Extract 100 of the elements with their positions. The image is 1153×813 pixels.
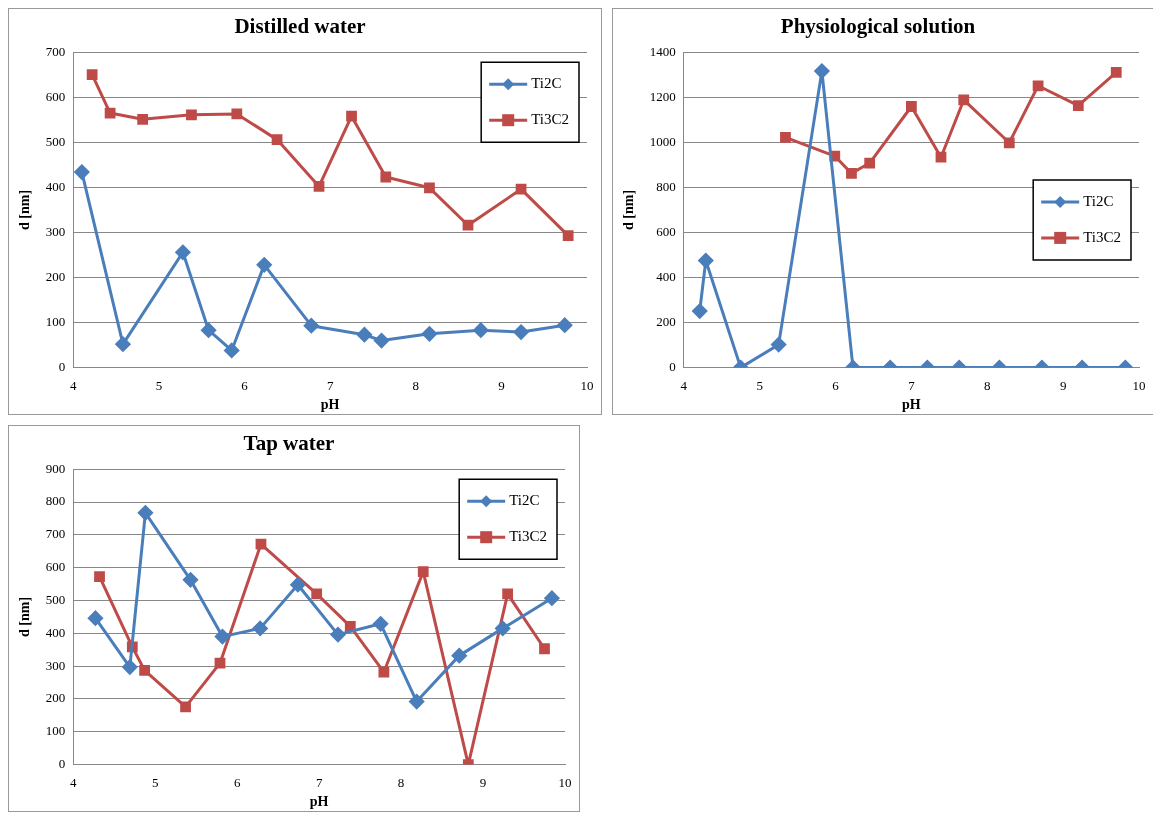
point (139, 665, 150, 676)
y-axis-title: d [nm] (17, 596, 33, 637)
y-tick-label: 0 (58, 359, 66, 375)
x-tick-label: 4 (680, 377, 688, 393)
point (224, 342, 240, 358)
y-tick-label: 500 (45, 591, 66, 607)
chart-title: Physiological solution (780, 14, 976, 39)
point (271, 134, 283, 145)
point (421, 326, 437, 342)
point (86, 69, 98, 81)
point (451, 648, 467, 664)
x-axis-title: pH (320, 397, 340, 413)
point (137, 113, 149, 125)
point (417, 566, 429, 577)
point (380, 171, 392, 183)
point (303, 318, 319, 334)
point (346, 110, 357, 122)
x-tick-label: 6 (233, 774, 241, 790)
point (94, 571, 105, 582)
point (104, 107, 116, 119)
y-tick-label: 300 (45, 657, 66, 673)
point (255, 538, 267, 550)
legend-label: Ti3C2 (531, 111, 569, 128)
x-axis-title: pH (902, 397, 921, 413)
y-tick-label: 600 (656, 223, 676, 239)
point (256, 257, 272, 273)
y-tick-label: 0 (58, 756, 66, 772)
point (115, 336, 131, 352)
point (515, 183, 527, 195)
x-tick-label: 5 (152, 774, 159, 790)
point (252, 620, 268, 636)
y-tick-label: 400 (656, 268, 676, 284)
point (906, 101, 917, 112)
point (495, 620, 511, 636)
x-tick-label: 10 (580, 377, 594, 393)
point (186, 109, 197, 121)
x-tick-label: 4 (70, 774, 78, 790)
x-tick-label: 4 (70, 377, 78, 393)
point (214, 629, 230, 645)
point (344, 621, 356, 632)
point (356, 327, 372, 343)
point (330, 627, 346, 643)
point (562, 230, 574, 241)
point (201, 322, 217, 338)
point (180, 701, 191, 713)
legend-label: Ti3C2 (1083, 228, 1121, 245)
x-tick-label: 9 (479, 774, 487, 790)
point (231, 108, 243, 120)
x-tick-label: 9 (1059, 377, 1067, 393)
point (462, 219, 474, 231)
point (958, 94, 970, 106)
x-tick-label: 8 (397, 774, 405, 790)
point (137, 505, 153, 521)
y-tick-label: 800 (45, 493, 66, 509)
x-tick-label: 6 (832, 377, 840, 393)
x-tick-label: 7 (908, 377, 916, 393)
point (1003, 137, 1015, 149)
x-tick-label: 8 (984, 377, 991, 393)
x-tick-label: 8 (412, 377, 420, 393)
y-tick-label: 500 (45, 133, 66, 149)
point (780, 131, 791, 143)
point (374, 333, 390, 349)
point (373, 616, 389, 632)
point (182, 572, 198, 588)
y-tick-label: 600 (45, 559, 66, 575)
point (313, 181, 325, 192)
x-tick-label: 7 (326, 377, 334, 393)
point (557, 317, 573, 333)
point (74, 164, 90, 180)
y-tick-label: 100 (45, 723, 66, 739)
y-tick-label: 200 (656, 313, 676, 329)
y-tick-label: 0 (669, 359, 676, 375)
x-tick-label: 5 (155, 377, 163, 393)
point (864, 157, 876, 169)
y-tick-label: 400 (45, 178, 66, 194)
x-tick-label: 10 (558, 774, 572, 790)
point (122, 659, 138, 675)
point (311, 588, 323, 600)
y-tick-label: 1400 (649, 43, 676, 59)
point (409, 694, 425, 710)
y-tick-label: 100 (45, 313, 66, 329)
point (1110, 67, 1122, 78)
y-tick-label: 200 (45, 268, 66, 284)
legend-label: Ti2C (1083, 192, 1114, 209)
point (814, 63, 830, 79)
y-tick-label: 300 (45, 223, 66, 239)
point (473, 322, 489, 338)
point (1072, 100, 1084, 111)
point (424, 182, 435, 194)
y-tick-label: 400 (45, 624, 66, 640)
y-tick-label: 1000 (649, 133, 676, 149)
point (502, 588, 514, 600)
point (87, 610, 103, 626)
point (214, 657, 226, 669)
y-tick-label: 700 (45, 43, 66, 59)
chart-title: Distilled water (234, 14, 366, 39)
point (290, 577, 306, 593)
point (544, 590, 560, 606)
y-tick-label: 900 (45, 460, 66, 476)
x-axis-title: pH (309, 794, 329, 810)
